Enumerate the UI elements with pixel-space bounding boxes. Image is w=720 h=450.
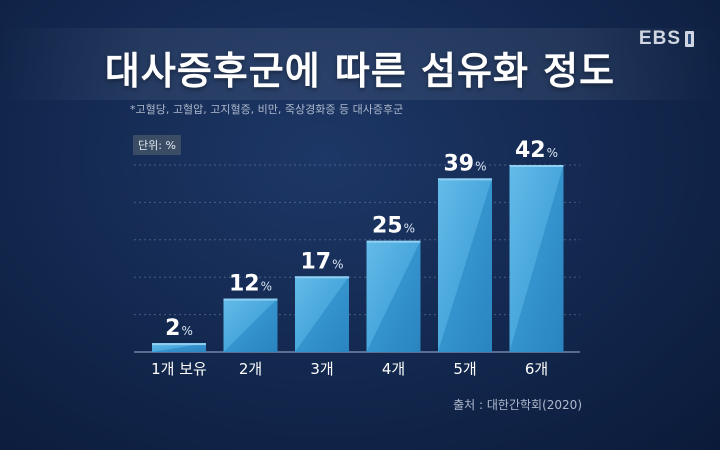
category-label: 5개 [453, 360, 476, 378]
category-label: 6개 [525, 360, 548, 378]
bar-top-highlight [366, 240, 421, 243]
bar-2 [223, 298, 278, 352]
value-label: 17% [300, 249, 343, 274]
bar-top-highlight [438, 178, 492, 181]
bar-5 [438, 178, 492, 352]
source-note: 출처 : 대한간학회(2020) [453, 398, 582, 412]
bar-top-highlight [509, 165, 564, 167]
title-band [0, 28, 720, 100]
bar-1 [152, 343, 206, 352]
value-label: 42% [515, 138, 558, 163]
value-label: 2% [165, 316, 193, 341]
bar-3 [295, 276, 349, 352]
value-label: 39% [443, 151, 486, 176]
chart-title: 대사증후군에 따른 섬유화 정도 [104, 49, 616, 93]
grid-lines [134, 164, 580, 353]
bar-top-highlight [152, 343, 206, 346]
category-label: 1개 보유 [151, 360, 207, 378]
category-label: 3개 [310, 360, 333, 378]
value-label: 25% [372, 214, 415, 239]
bar-6 [509, 165, 564, 352]
unit-label: 단위: % [133, 135, 181, 155]
bars [152, 165, 564, 352]
category-label: 4개 [382, 360, 405, 378]
logo-text: EBS [638, 28, 681, 49]
category-label: 2개 [239, 360, 262, 378]
category-labels: 1개 보유 2개 3개 4개 5개 6개 [151, 360, 548, 378]
footnote: *고혈당, 고혈압, 고지혈증, 비만, 죽상경화증 등 대사증후군 [130, 103, 404, 116]
bar-top-highlight [295, 276, 349, 279]
value-labels: 2% 12% 17% 25% 39% 42% [165, 138, 558, 341]
ebs-logo: EBS [639, 28, 694, 50]
value-label: 12% [229, 272, 272, 297]
bar-4 [366, 240, 421, 352]
bar-top-highlight [223, 298, 278, 301]
logo-mark-icon [685, 31, 694, 47]
